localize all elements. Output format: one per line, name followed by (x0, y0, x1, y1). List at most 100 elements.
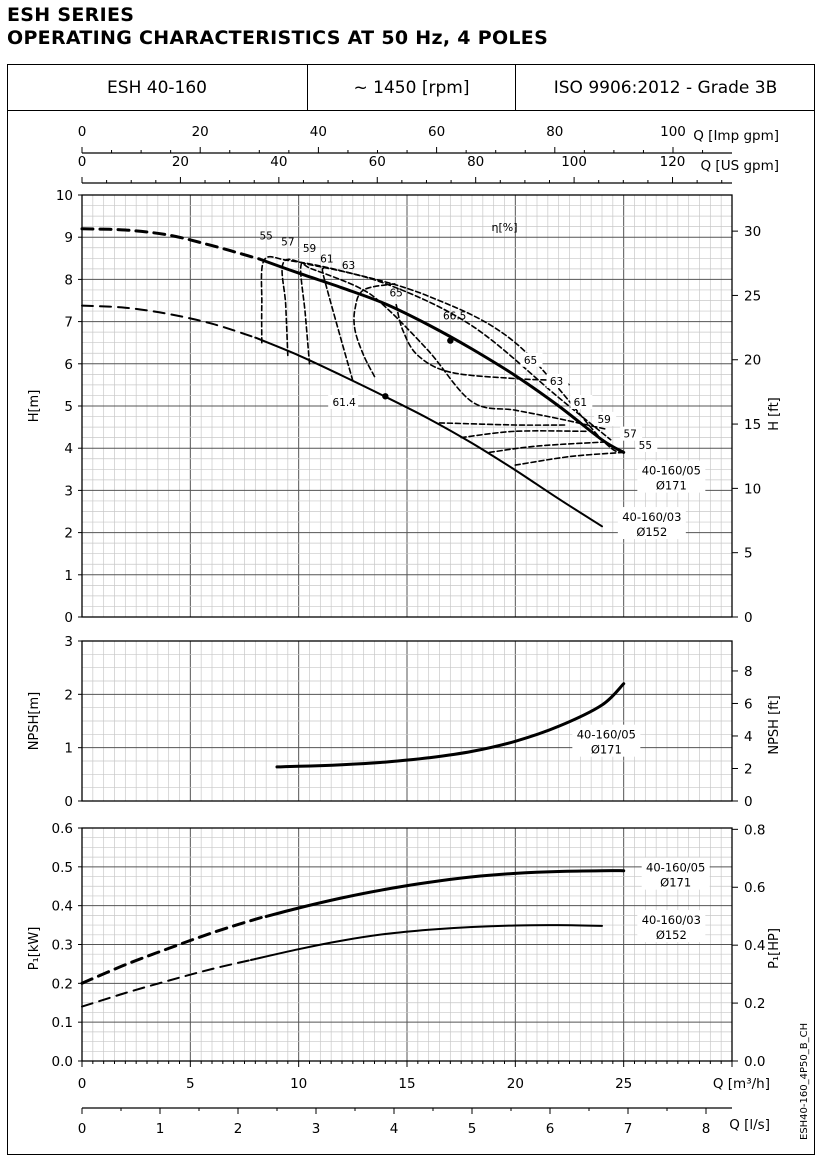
x-tick-label: 10 (290, 1076, 307, 1092)
head-ft-tick-label: 30 (744, 224, 761, 240)
power-hp-tick-label: 0.2 (744, 996, 765, 1012)
top-axis-title-1: Q [US gpm] (701, 158, 779, 174)
power-ytick-label: 0.2 (52, 976, 73, 992)
ls-tick-label: 3 (312, 1121, 321, 1137)
head-ytick-label: 0 (64, 610, 73, 626)
head-y-title: H[m] (27, 390, 42, 423)
npsh-ytick-label: 3 (64, 634, 73, 650)
head-03-label-bg (617, 507, 686, 540)
top-axis-tick-label-1: 80 (467, 154, 484, 170)
head-ft-title: H [ft] (767, 397, 782, 431)
ls-axis-title: Q [l/s] (729, 1117, 770, 1133)
npsh-y-title: NPSH[m] (27, 692, 42, 750)
efficiency-label-66.5: 66.5 (443, 310, 466, 322)
power-ytick-label: 0.0 (52, 1054, 73, 1070)
head-ft-tick-label: 0 (744, 610, 753, 626)
power-hp-tick-label: 0.6 (744, 880, 765, 896)
efficiency-label-right-57: 57 (623, 429, 636, 441)
npsh-ft-tick-label: 2 (744, 761, 753, 777)
x-tick-label: 20 (507, 1076, 524, 1092)
power-hp-tick-label: 0.8 (744, 822, 765, 838)
efficiency-label-55: 55 (259, 230, 272, 242)
top-axis-title-0: Q [Imp gpm] (693, 128, 779, 144)
x-tick-label: 5 (186, 1076, 195, 1092)
ls-tick-label: 4 (390, 1121, 399, 1137)
ls-tick-label: 0 (78, 1121, 87, 1137)
power-y-title: P₁[kW] (27, 927, 42, 971)
npsh-plot-border (81, 640, 733, 802)
efficiency-label-61.4: 61.4 (332, 397, 356, 409)
x-tick-label: 15 (398, 1076, 415, 1092)
efficiency-label-right-55: 55 (639, 440, 652, 452)
power-curve-40-160/05 (264, 869, 626, 918)
head-curve-dashed-40-160/05 (80, 227, 262, 261)
x-tick-label: 0 (78, 1076, 87, 1092)
efficiency-label-right-65: 65 (524, 355, 537, 367)
npsh-ft-tick-label: 6 (744, 696, 753, 712)
power-ytick-label: 0.5 (52, 860, 73, 876)
efficiency-label-bg (546, 373, 569, 388)
top-axis-tick-label-0: 20 (192, 124, 209, 140)
head-ytick-label: 1 (64, 568, 73, 584)
efficiency-point-66.5 (447, 337, 454, 344)
power-05-label-bg (641, 857, 710, 890)
ls-tick-label: 8 (702, 1121, 711, 1137)
efficiency-label-bg (328, 395, 359, 409)
ls-tick-label: 5 (468, 1121, 477, 1137)
top-axis-tick-label-1: 40 (270, 154, 287, 170)
head-ytick-label: 10 (56, 188, 73, 204)
power-ytick-label: 0.4 (52, 899, 73, 915)
efficiency-label-bg (594, 411, 617, 426)
head-ytick-label: 9 (64, 230, 73, 246)
head-05-label-dia: Ø171 (656, 479, 687, 493)
efficiency-label-63: 63 (342, 260, 355, 272)
npsh-ft-tick-label: 4 (744, 729, 753, 745)
efficiency-label-61: 61 (320, 254, 333, 266)
npsh-ft-tick-label: 8 (744, 664, 753, 680)
power-ytick-label: 0.6 (52, 821, 73, 837)
head-ft-tick-label: 15 (744, 417, 761, 433)
npsh-curve-40-160/05 (275, 682, 626, 769)
efficiency-label-59: 59 (303, 243, 316, 255)
efficiency-band-1 (460, 430, 588, 439)
power-05-label-name: 40-160/05 (646, 861, 705, 875)
power-hp-title: P₁[HP] (767, 928, 782, 969)
side-code: ESH40-160_4P50_B_CH (799, 1023, 810, 1140)
efficiency-label-65: 65 (389, 287, 402, 299)
head-ytick-label: 3 (64, 483, 73, 499)
npsh-ft-title: NPSH [ft] (767, 695, 782, 754)
efficiency-label-right-59: 59 (597, 414, 610, 426)
x-tick-label: 25 (615, 1076, 632, 1092)
npsh-ft-tick-label: 0 (744, 794, 753, 810)
npsh-ytick-label: 1 (64, 741, 73, 757)
efficiency-label-right-61: 61 (574, 397, 587, 409)
efficiency-curve-59 (299, 262, 608, 430)
head-ytick-label: 2 (64, 526, 73, 542)
series-title: ESH SERIES (7, 4, 135, 26)
head-curve-dashed-40-160/03 (81, 304, 257, 339)
efficiency-label-right-63: 63 (550, 376, 563, 388)
power-hp-tick-label: 0.0 (744, 1054, 765, 1070)
ls-tick-label: 6 (546, 1121, 555, 1137)
header-divider (7, 110, 815, 111)
top-axis-tick-label-0: 40 (310, 124, 327, 140)
top-axis-tick-label-0: 60 (428, 124, 445, 140)
standard-box: ISO 9906:2012 - Grade 3B (515, 64, 815, 111)
top-axis-tick-label-1: 100 (561, 154, 587, 170)
chart-subtitle: OPERATING CHARACTERISTICS AT 50 Hz, 4 PO… (7, 27, 549, 49)
power-03-label-bg (637, 910, 706, 943)
ls-tick-label: 1 (156, 1121, 165, 1137)
top-axis-tick-label-0: 80 (546, 124, 563, 140)
outer-frame (7, 64, 815, 1155)
npsh-05-label-bg (572, 724, 641, 757)
top-axis-tick-label-1: 0 (78, 154, 87, 170)
efficiency-label-57: 57 (281, 237, 294, 249)
head-ytick-label: 5 (64, 399, 73, 415)
head-ytick-label: 6 (64, 357, 73, 373)
npsh-05-label-name: 40-160/05 (577, 728, 636, 742)
power-curve-dashed-40-160/03 (81, 959, 252, 1008)
ls-tick-label: 2 (234, 1121, 243, 1137)
efficiency-label-bg (620, 426, 643, 441)
power-ytick-label: 0.1 (52, 1015, 73, 1031)
